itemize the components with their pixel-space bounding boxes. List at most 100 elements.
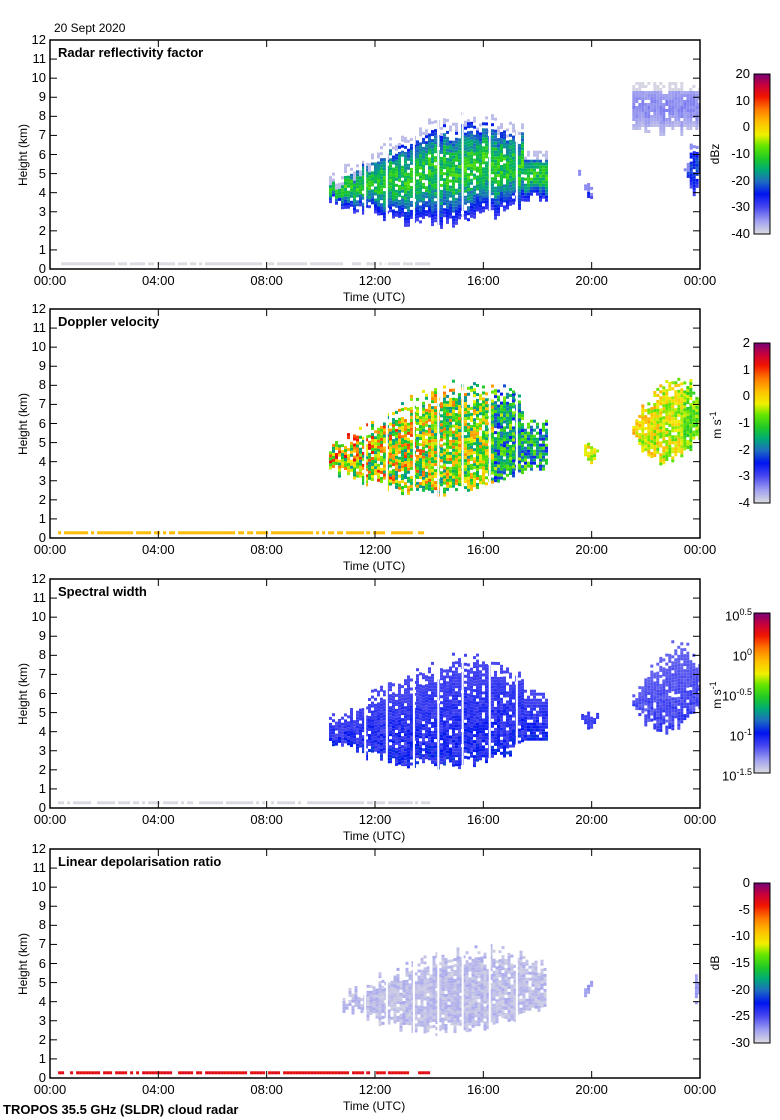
radar-cell xyxy=(422,673,425,677)
radar-cell xyxy=(443,454,446,458)
radar-cell xyxy=(458,432,461,436)
radar-cell xyxy=(665,407,669,410)
radar-cell xyxy=(653,412,657,415)
radar-cell xyxy=(470,157,473,161)
radar-cell xyxy=(503,468,506,472)
radar-cell xyxy=(500,150,503,153)
radar-cell xyxy=(485,482,488,486)
radar-cell xyxy=(368,734,371,737)
radar-cell xyxy=(482,146,485,150)
radar-cell xyxy=(401,420,404,424)
radar-cell xyxy=(512,174,515,178)
radar-cell xyxy=(482,460,485,464)
radar-cell xyxy=(518,439,521,443)
radar-cell xyxy=(404,181,407,185)
radar-cell xyxy=(371,156,374,160)
radar-cell xyxy=(458,192,461,196)
radar-cell xyxy=(668,411,672,415)
radar-cell xyxy=(428,739,431,743)
radar-cell xyxy=(341,185,344,189)
radar-cell xyxy=(365,423,368,427)
radar-cell xyxy=(353,446,356,450)
radar-cell xyxy=(500,470,503,474)
radar-cell xyxy=(455,458,458,462)
radar-cell xyxy=(229,531,233,535)
radar-cell xyxy=(395,419,398,423)
radar-cell xyxy=(485,407,488,411)
radar-cell xyxy=(283,531,287,535)
radar-cell xyxy=(419,705,422,709)
radar-cell xyxy=(452,433,455,437)
radar-cell xyxy=(470,181,473,185)
radar-cell xyxy=(422,416,425,420)
radar-cell xyxy=(380,757,383,761)
radar-cell xyxy=(470,196,473,200)
radar-cell xyxy=(404,485,407,488)
radar-cell xyxy=(440,707,443,711)
radar-cell xyxy=(431,157,434,161)
radar-cell xyxy=(671,426,675,430)
radar-cell xyxy=(536,165,539,169)
radar-cell xyxy=(494,404,497,408)
radar-cell xyxy=(680,130,684,133)
radar-cell xyxy=(446,424,449,428)
radar-cell xyxy=(431,739,434,743)
radar-cell xyxy=(443,705,446,709)
radar-cell xyxy=(662,398,666,402)
radar-cell xyxy=(641,407,645,411)
radar-cell xyxy=(380,748,383,752)
radar-cell xyxy=(335,183,338,187)
radar-cell xyxy=(419,187,422,191)
radar-cell xyxy=(470,130,473,134)
radar-cell xyxy=(695,106,699,109)
radar-cell xyxy=(698,112,700,115)
radar-cell xyxy=(653,103,657,106)
radar-cell xyxy=(404,721,407,725)
radar-cell xyxy=(518,158,521,162)
radar-cell xyxy=(521,153,524,157)
colorbar xyxy=(753,73,771,235)
radar-cell xyxy=(452,143,455,147)
radar-cell xyxy=(692,178,696,182)
radar-cell xyxy=(500,159,503,162)
radar-cell xyxy=(395,726,398,730)
radar-cell xyxy=(389,739,392,743)
radar-cell xyxy=(671,88,675,91)
radar-cell xyxy=(653,118,657,121)
radar-cell xyxy=(506,395,509,399)
radar-cell xyxy=(356,182,359,186)
radar-cell xyxy=(443,451,446,455)
radar-cell xyxy=(500,132,503,135)
radar-cell xyxy=(380,733,383,737)
radar-cell xyxy=(407,458,410,462)
radar-cell xyxy=(434,457,437,461)
radar-cell xyxy=(358,262,362,266)
radar-cell xyxy=(443,735,446,739)
radar-cell xyxy=(530,192,533,196)
radar-cell xyxy=(434,415,437,419)
radar-cell xyxy=(383,708,386,712)
radar-cell xyxy=(662,422,666,426)
radar-cell xyxy=(539,174,542,178)
radar-cell xyxy=(506,458,509,462)
radar-cell xyxy=(635,91,639,94)
radar-cell xyxy=(353,186,356,190)
radar-cell xyxy=(392,755,395,759)
radar-cell xyxy=(419,741,422,745)
radar-cell xyxy=(530,189,533,193)
radar-cell xyxy=(665,440,669,443)
radar-cell xyxy=(428,445,431,449)
radar-cell xyxy=(419,690,422,694)
radar-cell xyxy=(341,722,344,726)
radar-cell xyxy=(383,206,386,210)
radar-cell xyxy=(374,436,377,440)
radar-cell xyxy=(497,132,500,136)
radar-cell xyxy=(416,167,419,171)
radar-cell xyxy=(404,461,407,464)
radar-cell xyxy=(512,165,515,169)
radar-cell xyxy=(512,177,515,181)
radar-cell xyxy=(677,407,681,411)
radar-cell xyxy=(542,464,545,468)
radar-cell xyxy=(356,465,359,469)
radar-cell xyxy=(422,697,425,701)
